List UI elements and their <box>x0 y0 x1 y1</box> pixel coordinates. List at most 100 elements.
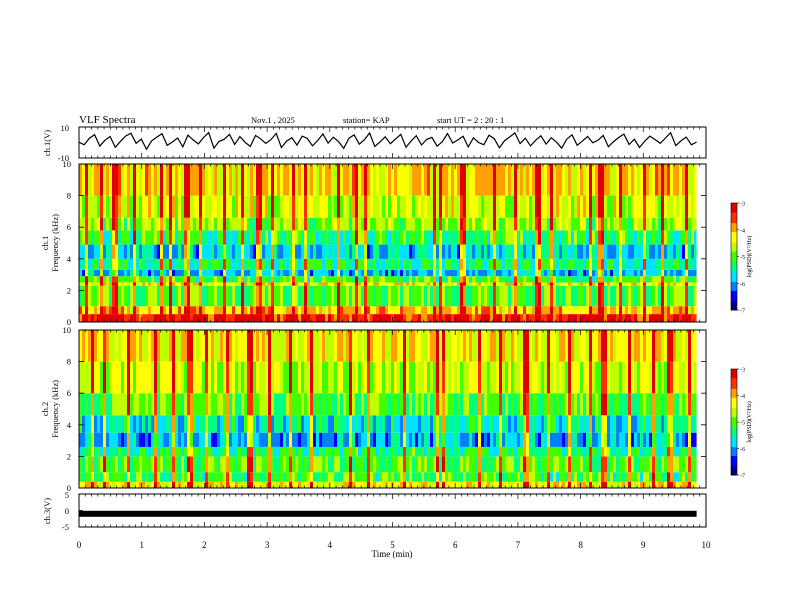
ch1-spectrogram-cell <box>478 285 481 307</box>
ch1-spectrogram-cell <box>658 314 661 322</box>
ch1-spectrogram-cell <box>691 269 694 277</box>
ch1-spectrogram-cell <box>277 282 280 286</box>
ch2-spectrogram-cell <box>682 393 685 416</box>
ch2-spectrogram-cell <box>562 481 565 488</box>
ch1-spectrogram-cell <box>85 164 88 196</box>
ch2-spectrogram-cell <box>280 472 283 482</box>
ch1-spectrogram-cell <box>109 258 112 270</box>
ch1-spectrogram-cell <box>505 306 508 315</box>
ch2-spectrogram-cell <box>586 361 589 394</box>
ch1-spectrogram-cell <box>652 230 655 245</box>
ch2-spectrogram-cell <box>460 472 463 482</box>
ch2-spectrogram-cell <box>220 481 223 488</box>
ch1-spectrogram-cell <box>328 285 331 307</box>
ch2-spectrogram-cell <box>136 432 139 447</box>
ch1-spectrogram-cell <box>85 282 88 286</box>
ch2-spectrogram-cell <box>145 330 148 362</box>
ch1-spectrogram-cell <box>463 217 466 231</box>
ch2-spectrogram-cell <box>214 361 217 394</box>
ch1-spectrogram-cell <box>103 217 106 231</box>
ch2-spectrogram-cell <box>607 393 610 416</box>
ch1-spectrogram-cell <box>652 269 655 277</box>
ch1-spectrogram-cell <box>358 269 361 277</box>
ch1-spectrogram-cell <box>487 217 490 231</box>
ch2-spectrogram-cell <box>277 481 280 488</box>
ch1-spectrogram-cell <box>637 230 640 245</box>
ch1-spectrogram-cell <box>142 244 145 259</box>
ch1-spectrogram-cell <box>583 306 586 315</box>
ch1-spectrogram-cell <box>373 276 376 283</box>
ch2-spectrogram-cell <box>160 415 163 433</box>
ch2-spectrogram-cell <box>307 415 310 433</box>
ch2-spectrogram-cell <box>628 432 631 447</box>
ch1-spectrogram-cell <box>565 244 568 259</box>
ch2-spectrogram-cell <box>538 481 541 488</box>
ch2-spectrogram-cell <box>103 472 106 482</box>
ch2-spectrogram-cell <box>166 446 169 457</box>
ch1-spectrogram-cell <box>652 244 655 259</box>
ch2-spectrogram-cell <box>511 393 514 416</box>
ch1-spectrogram-cell <box>577 195 580 218</box>
ch1-spectrogram-cell <box>235 282 238 286</box>
ch1-spectrogram-cell <box>406 269 409 277</box>
ch2-spectrogram-cell <box>388 446 391 457</box>
ch2-spectrogram-cell <box>397 361 400 394</box>
ch1-spectrogram-cell <box>106 217 109 231</box>
ch1-spectrogram-cell <box>694 285 697 307</box>
ch1-spectrogram-cell <box>241 164 244 196</box>
ch1-spectrogram-cell <box>670 276 673 283</box>
ch2-spectrogram-cell <box>232 361 235 394</box>
ch2-spectrogram-cell <box>277 361 280 394</box>
ch1-spectrogram-cell <box>238 258 241 270</box>
ch1-spectrogram-cell <box>343 164 346 196</box>
ch1-spectrogram-cell <box>412 269 415 277</box>
ch1-spectrogram-cell <box>262 217 265 231</box>
ch1-spectrogram-cell <box>100 258 103 270</box>
ch2-spectrogram-cell <box>100 446 103 457</box>
ch1-spectrogram-cell <box>199 282 202 286</box>
ch1-spectrogram-cell <box>499 269 502 277</box>
ch1-spectrogram-cell <box>253 230 256 245</box>
ch1-spectrogram-cell <box>496 244 499 259</box>
ch1-spectrogram-cell <box>82 244 85 259</box>
ch1-spectrogram-cell <box>571 230 574 245</box>
ch1-spectrogram-cell <box>619 195 622 218</box>
ch2-spectrogram-cell <box>631 330 634 362</box>
ch1-ytick-bottom: -10 <box>58 153 69 163</box>
ch1-spectrogram-cell <box>673 282 676 286</box>
ch1-spectrogram-cell <box>187 276 190 283</box>
ch1-spectrogram-cell <box>196 195 199 218</box>
ch2-spectrogram-cell <box>649 393 652 416</box>
ch2-spectrogram-cell <box>628 472 631 482</box>
ch1-spectrogram-cell <box>349 244 352 259</box>
ch2-spectrogram-cell <box>481 361 484 394</box>
ch2-spectrogram-cell <box>442 415 445 433</box>
ch2-spectrogram-cell <box>292 393 295 416</box>
ch1-spectrogram-cell <box>313 217 316 231</box>
ch1-spectrogram-cell <box>232 217 235 231</box>
ch1-spectrogram-cell <box>232 285 235 307</box>
ch2-spectrogram-cell <box>382 330 385 362</box>
ch1-spectrogram-cell <box>289 195 292 218</box>
ch2-spectrogram-cell <box>217 432 220 447</box>
ch1-spectrogram-cell <box>142 230 145 245</box>
ch1-spectrogram-cell <box>196 314 199 322</box>
ch2-spectrogram-cell <box>283 415 286 433</box>
ch2-spectrogram-cell <box>250 481 253 488</box>
ch1-spectrogram-cell <box>301 269 304 277</box>
ch2-spectrogram-cell <box>256 415 259 433</box>
ch2-spectrogram-cell <box>361 432 364 447</box>
ch2-spectrogram-cell <box>319 446 322 457</box>
ch1-spectrogram-cell <box>283 217 286 231</box>
ch1-spectrogram-cell <box>685 244 688 259</box>
ch1-spectrogram-cell <box>328 164 331 196</box>
ch1-spectrogram-cell <box>586 258 589 270</box>
ch1-spectrogram-cell <box>154 217 157 231</box>
ch1-spectrogram-cell <box>79 314 82 322</box>
ch2-spectrogram-cell <box>604 446 607 457</box>
ch2-spectrogram-cell <box>646 361 649 394</box>
ch2-spectrogram-cell <box>505 472 508 482</box>
ch2-spectrogram-cell <box>91 330 94 362</box>
ch2-spectrogram-cell <box>637 330 640 362</box>
ch1-spectrogram-cell <box>325 282 328 286</box>
